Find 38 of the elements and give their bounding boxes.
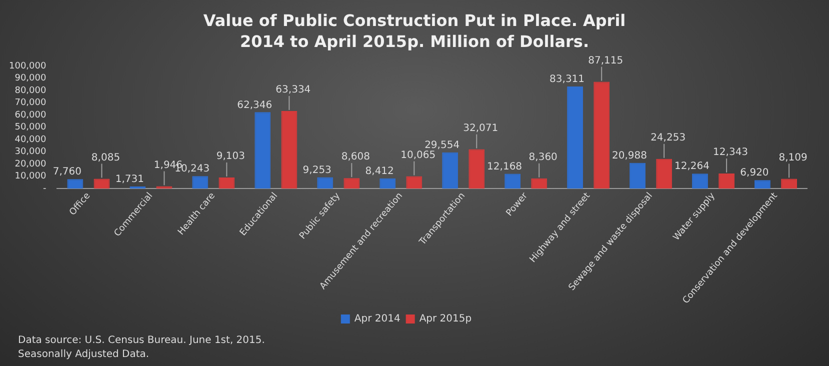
data-label: 87,115 [588, 55, 624, 66]
data-label: 7,760 [52, 166, 82, 178]
data-label: 12,264 [674, 161, 710, 172]
data-label: 83,311 [550, 74, 585, 86]
y-tick-label: 40,000 [14, 134, 46, 145]
data-label: 24,253 [650, 132, 686, 144]
data-label: 8,360 [528, 152, 558, 163]
y-tick-label: 100,000 [9, 61, 46, 72]
chart-title: Value of Public Construction Put in Place. April 2014 to April 2015p. Million of Dollars. [202, 10, 627, 52]
y-tick-label: 10,000 [14, 172, 46, 182]
data-label: 8,412 [365, 166, 394, 177]
y-tick-label: 20,000 [14, 159, 46, 170]
data-label: 62,346 [237, 100, 272, 111]
y-tick-label: 60,000 [14, 110, 46, 120]
data-label: 8,109 [778, 152, 808, 164]
y-tick-label: 90,000 [14, 74, 46, 84]
data-label: 8,085 [91, 152, 120, 164]
data-label: 12,168 [487, 161, 522, 172]
data-label: 12,343 [713, 147, 748, 158]
data-label: 9,103 [216, 151, 246, 162]
data-label: 29,554 [424, 140, 460, 151]
source-note: Data source: U.S. Census Bureau. June 1st, 2015. [18, 334, 265, 348]
text: Seasonally Adjusted Data. [18, 348, 150, 362]
data-label: 10,065 [400, 150, 436, 161]
data-label: 32,071 [463, 122, 498, 134]
y-tick-label: 30,000 [14, 147, 46, 158]
data-label: 6,920 [740, 168, 769, 179]
data-label: 63,334 [276, 84, 311, 96]
data-label: 20,988 [612, 150, 648, 162]
legend-label: Apr 2015p [419, 314, 472, 325]
data-label: 9,253 [302, 164, 332, 176]
y-tick-label: 50,000 [14, 122, 46, 133]
y-tick-label: 70,000 [14, 98, 46, 108]
y-tick-label: 80,000 [14, 86, 46, 96]
y-tick-label: - [42, 184, 46, 194]
data-label: 8,608 [341, 152, 370, 163]
data-label: 1,731 [115, 174, 144, 186]
legend-label: Apr 2014 [354, 314, 400, 325]
